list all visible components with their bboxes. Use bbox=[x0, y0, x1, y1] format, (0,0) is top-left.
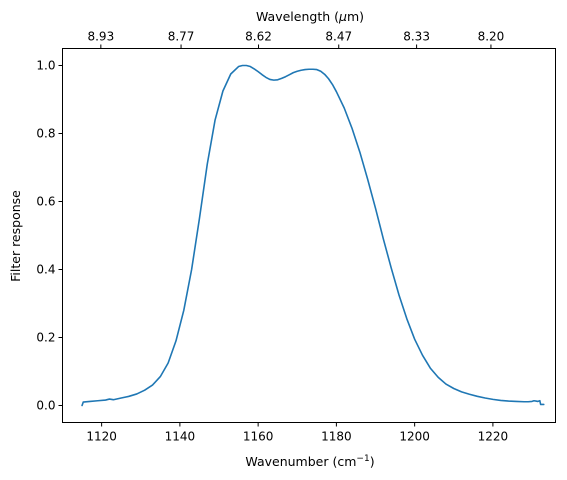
y-tick-label: 0.6 bbox=[36, 195, 55, 209]
top-x-tick-label: 8.93 bbox=[87, 30, 114, 44]
y-tick-label: 0.8 bbox=[36, 127, 55, 141]
series-line bbox=[81, 64, 545, 407]
x-tick-label: 1180 bbox=[321, 430, 352, 444]
y-tick-label: 1.0 bbox=[36, 59, 55, 73]
top-x-tick-label: 8.47 bbox=[325, 30, 352, 44]
top-x-tick-label: 8.20 bbox=[478, 30, 505, 44]
top-x-tick-label: 8.62 bbox=[245, 30, 272, 44]
x-tick-label: 1160 bbox=[243, 430, 274, 444]
y-tick-label: 0.0 bbox=[36, 399, 55, 413]
y-tick-label: 0.2 bbox=[36, 331, 55, 345]
y-axis-label: Filter response bbox=[8, 190, 23, 282]
x-tick-label: 1220 bbox=[478, 430, 509, 444]
top-x-axis-label: Wavelength (μm) bbox=[256, 9, 364, 24]
series-layer bbox=[81, 64, 545, 407]
y-tick-label: 0.4 bbox=[36, 263, 55, 277]
top-x-tick-label: 8.33 bbox=[403, 30, 430, 44]
x-tick-label: 1200 bbox=[399, 430, 430, 444]
x-tick-label: 1140 bbox=[165, 430, 196, 444]
x-tick-label: 1120 bbox=[86, 430, 117, 444]
tick-layer: 1120 1140 1160 1180 1200 1220 0.0 0.2 0.4 0.6 0.8 1… bbox=[36, 30, 508, 444]
top-x-tick-label: 8.77 bbox=[168, 30, 195, 44]
plot-frame bbox=[62, 48, 556, 423]
x-axis-label: Wavenumber (cm−1) bbox=[245, 454, 374, 469]
